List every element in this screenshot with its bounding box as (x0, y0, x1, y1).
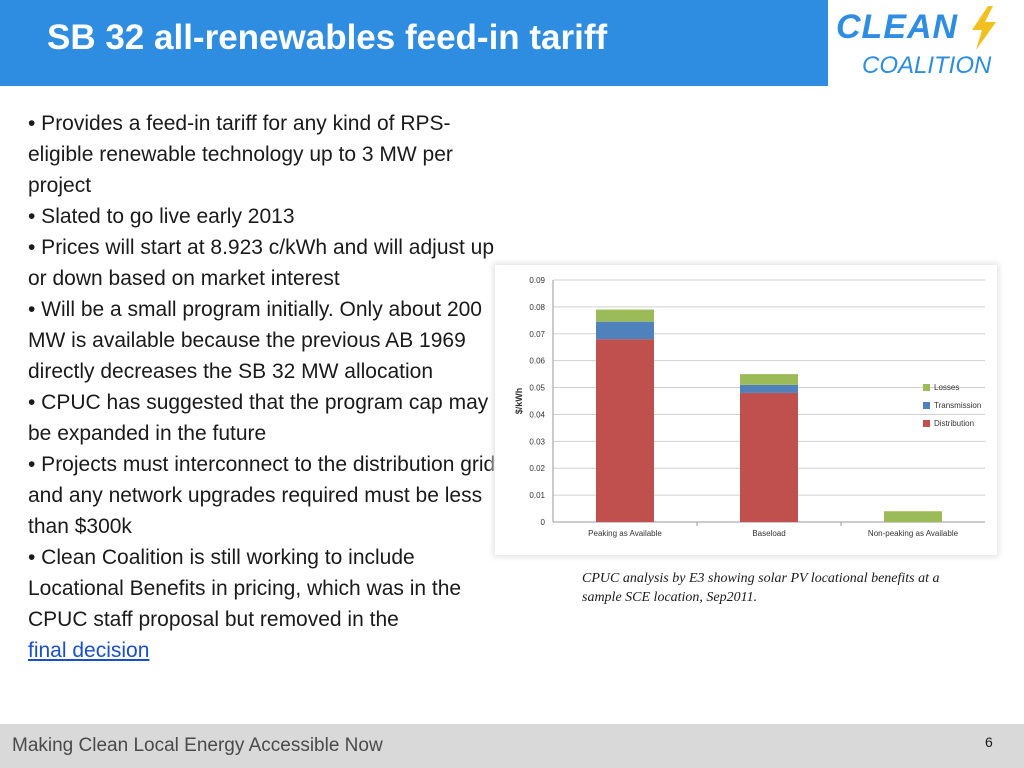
logo-text-clean: CLEAN (836, 8, 959, 46)
bullet-text: • Clean Coalition is still working to in… (28, 546, 462, 631)
y-tick-label: 0.05 (529, 384, 545, 393)
bar-segment-losses (884, 511, 942, 522)
logo-text-coalition: COALITION (862, 52, 992, 79)
footer-bar: Making Clean Local Energy Accessible Now… (0, 724, 1024, 768)
lightning-bolt-icon (972, 6, 996, 50)
legend-label: Distribution (934, 419, 974, 428)
y-tick-label: 0 (541, 518, 546, 527)
bullet-item: • Slated to go live early 2013 (28, 205, 295, 228)
legend-swatch (923, 384, 930, 391)
bar-segment-losses (596, 309, 654, 322)
bullet-list: • Provides a feed-in tariff for any kind… (28, 108, 498, 666)
bullet-item: • Will be a small program initially. Onl… (28, 298, 482, 383)
y-axis-label: $/kWh (514, 388, 524, 415)
y-tick-label: 0.09 (529, 276, 545, 285)
y-tick-label: 0.02 (529, 464, 545, 473)
chart-caption: CPUC analysis by E3 showing solar PV loc… (582, 571, 940, 605)
title-bar: SB 32 all-renewables feed-in tariff (0, 0, 828, 86)
y-tick-label: 0.08 (529, 303, 545, 312)
y-tick-label: 0.06 (529, 357, 545, 366)
bullet-item: • CPUC has suggested that the program ca… (28, 391, 489, 445)
bar-segment-transmission (740, 384, 798, 393)
y-tick-label: 0.04 (529, 410, 545, 419)
legend-swatch (923, 420, 930, 427)
bullet-item: • Clean Coalition is still working to in… (28, 542, 498, 666)
x-tick-label: Non-peaking as Available (868, 529, 959, 538)
y-tick-label: 0.07 (529, 330, 545, 339)
y-tick-label: 0.03 (529, 437, 545, 446)
x-tick-label: Peaking as Available (588, 529, 662, 538)
bar-segment-distribution (740, 392, 798, 522)
stacked-bar-chart: 0 0.01 0.02 0.03 0.04 0.05 0.06 0.07 0.08 0.09 $/k… (514, 276, 985, 538)
final-decision-link[interactable]: final decision (28, 639, 150, 662)
chart-frame: 0 0.01 0.02 0.03 0.04 0.05 0.06 0.07 0.08 0.09 $/k… (495, 265, 997, 555)
bullet-item: • Provides a feed-in tariff for any kind… (28, 112, 453, 197)
bullet-item: • Prices will start at 8.923 c/kWh and w… (28, 236, 495, 290)
bullet-item: • Projects must interconnect to the dist… (28, 453, 496, 538)
legend-label: Transmission (934, 401, 981, 410)
clean-coalition-logo: CLEAN COALITION (832, 4, 1020, 86)
footer-text: Making Clean Local Energy Accessible Now (12, 735, 383, 756)
y-tick-label: 0.01 (529, 491, 545, 500)
bar-segment-transmission (596, 321, 654, 340)
page-number: 6 (985, 734, 993, 750)
x-tick-label: Baseload (752, 529, 785, 538)
legend-swatch (923, 402, 930, 409)
legend-label: Losses (934, 383, 959, 392)
slide-title: SB 32 all-renewables feed-in tariff (47, 18, 608, 57)
bar-segment-losses (740, 374, 798, 385)
bar-segment-distribution (596, 339, 654, 522)
